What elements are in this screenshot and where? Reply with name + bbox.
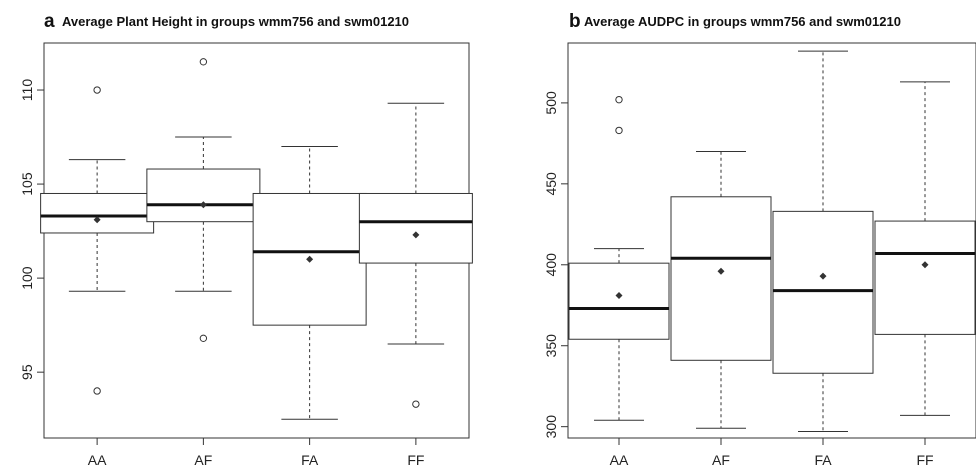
mean-marker: [921, 261, 929, 269]
panel-a-ytick-label: 95: [19, 364, 35, 380]
box-iqr: [358, 192, 473, 264]
outlier-point: [199, 334, 208, 343]
panel-b-ytick-label: 300: [543, 415, 559, 439]
box-iqr: [146, 168, 261, 223]
outlier-point: [93, 387, 101, 395]
panel-b-ytick-label: 350: [543, 334, 559, 358]
panel-b-ytick-label: 500: [543, 91, 559, 115]
panel-a-letter: a: [44, 11, 55, 32]
panel-b-frame: [567, 42, 976, 439]
panel-a-ytick-label: 110: [19, 79, 35, 102]
panel-b-plot: 300 350 400 450 500 AA AF FA FF: [543, 42, 976, 468]
outlier-point: [93, 86, 101, 94]
panel-b-ytick-label: 400: [543, 253, 559, 277]
panel-a-ytick-label: 100: [19, 266, 35, 290]
panel-b-ytick-label: 450: [543, 172, 559, 196]
panel-a-xtick-label: AF: [194, 452, 212, 468]
panel-a-title: Average Plant Height in groups wmm756 an…: [62, 14, 409, 29]
mean-marker: [615, 292, 623, 300]
outlier-point: [412, 400, 420, 408]
outlier-point: [199, 58, 208, 66]
panel-b-xtick-label: AA: [610, 452, 629, 468]
mean-marker: [306, 255, 314, 263]
box-iqr: [568, 262, 670, 340]
outlier-point: [615, 126, 623, 135]
mean-marker: [819, 272, 827, 280]
panel-b-xtick-label: FF: [916, 452, 933, 468]
panel-b-title: Average AUDPC in groups wmm756 and swm01…: [584, 14, 901, 29]
panel-a-xtick-label: AA: [88, 452, 107, 468]
box-iqr: [874, 220, 976, 335]
outlier-point: [615, 95, 623, 104]
panel-b-xtick-label: AF: [712, 452, 730, 468]
panel-a-plot: 95 100 105 110 AA AF FA FF: [19, 42, 473, 468]
mean-marker: [199, 201, 207, 209]
box-iqr: [40, 192, 155, 234]
box-iqr: [772, 210, 874, 374]
panel-a-ytick-label: 105: [19, 172, 35, 196]
mean-marker: [93, 216, 101, 224]
panel-b-letter: b: [569, 11, 581, 32]
mean-marker: [412, 231, 420, 239]
panel-a-xtick-label: FA: [301, 452, 319, 468]
panel-a-xtick-label: FF: [407, 452, 424, 468]
box-iqr: [670, 196, 772, 361]
panel-b-xtick-label: FA: [814, 452, 832, 468]
mean-marker: [717, 267, 725, 275]
